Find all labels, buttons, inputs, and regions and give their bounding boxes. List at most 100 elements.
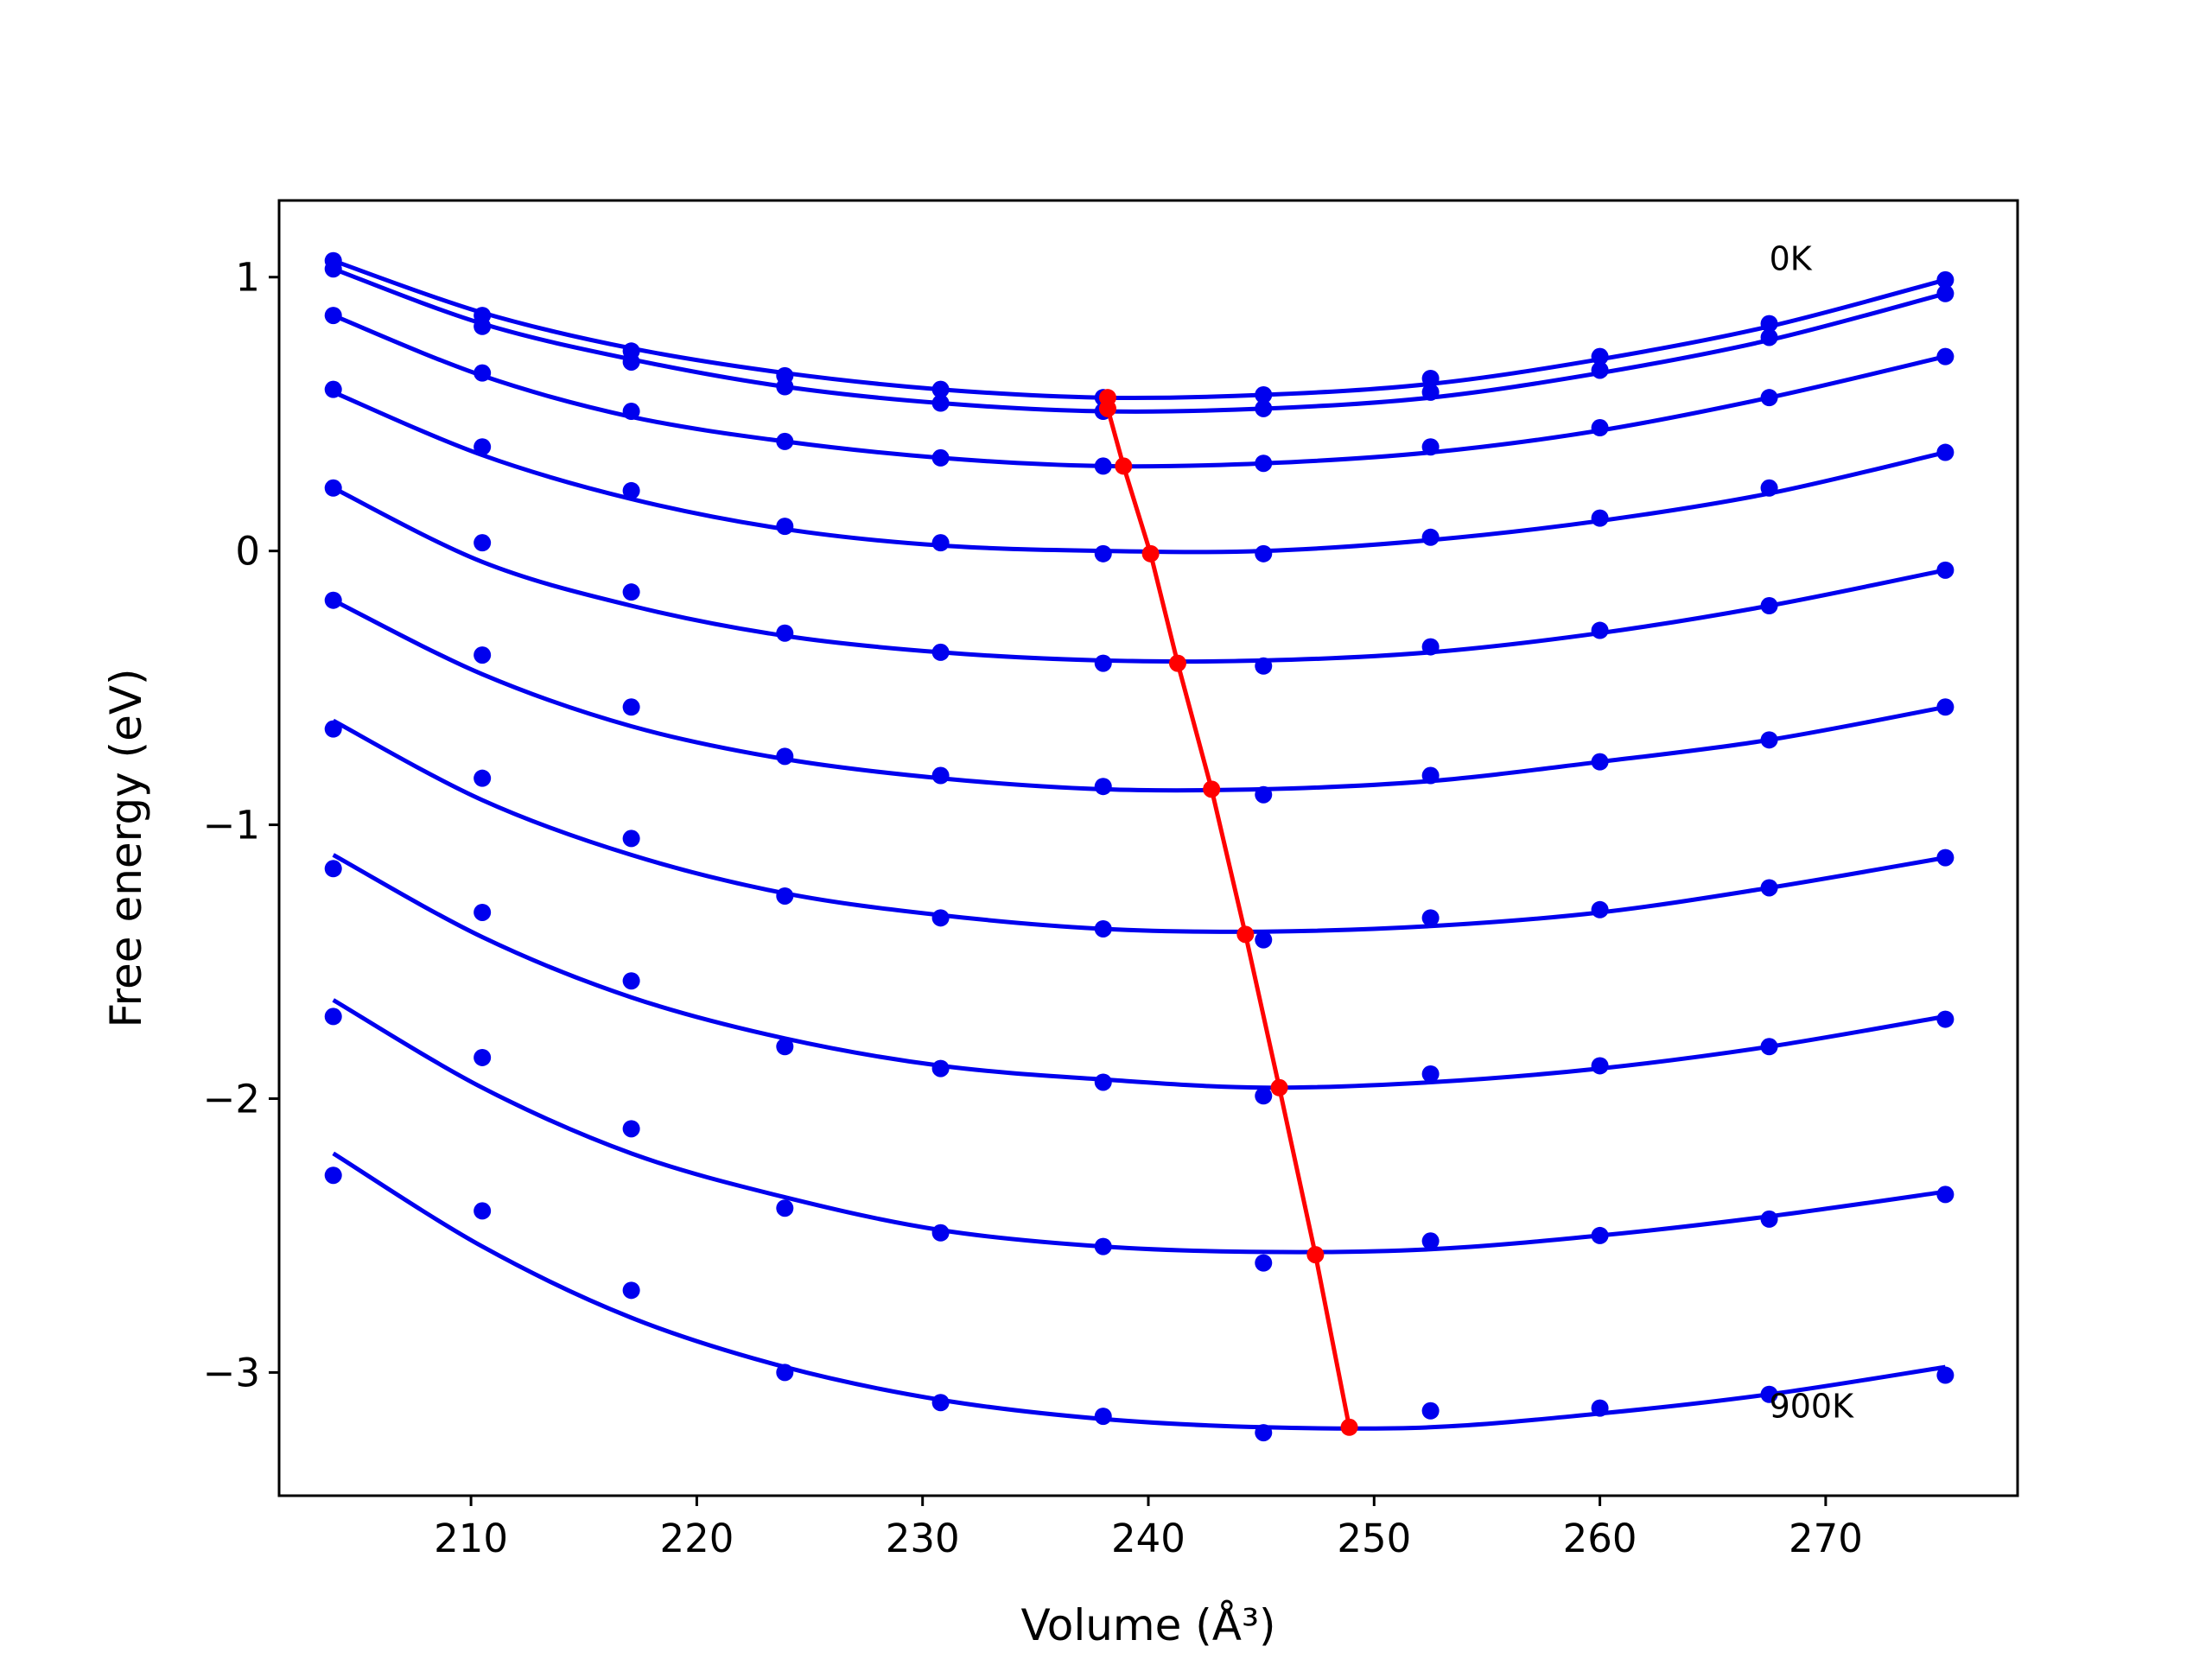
series-8-point: [1936, 1185, 1955, 1204]
series-5-point: [776, 747, 794, 766]
series-9-point: [1094, 1408, 1112, 1426]
y-tick-label: −2: [203, 1076, 260, 1122]
series-1-point: [1255, 399, 1273, 417]
series-2-point: [1421, 438, 1440, 456]
minimum-path-point: [1306, 1246, 1325, 1264]
y-tick-label: 0: [235, 529, 260, 575]
series-1-point: [622, 353, 640, 371]
series-4-point: [1094, 654, 1112, 672]
series-4-point: [622, 583, 640, 601]
series-0-point: [1591, 347, 1609, 365]
series-9-point: [622, 1281, 640, 1300]
series-4-point: [1760, 597, 1778, 615]
series-2-point: [776, 432, 794, 450]
series-8-point: [1760, 1210, 1778, 1228]
x-tick-label: 230: [886, 1516, 960, 1561]
annotation-label: 900K: [1770, 1387, 1855, 1425]
series-5-point: [931, 766, 950, 785]
series-7-point: [1421, 1065, 1440, 1083]
series-8-point: [776, 1199, 794, 1217]
series-2-point: [1760, 389, 1778, 407]
minimum-path-point: [1098, 399, 1116, 417]
series-6-point: [1591, 900, 1609, 918]
series-2-point: [324, 307, 342, 325]
minimum-path-point: [1236, 925, 1255, 944]
series-2-point: [622, 403, 640, 421]
series-1-point: [1591, 361, 1609, 379]
series-7-point: [622, 972, 640, 990]
series-2-point: [1255, 454, 1273, 473]
series-5-point: [1094, 778, 1112, 796]
x-tick-label: 250: [1337, 1516, 1411, 1561]
series-8-point: [324, 1007, 342, 1026]
series-5-point: [622, 698, 640, 716]
series-8-point: [1255, 1254, 1273, 1272]
series-6-point: [1421, 909, 1440, 927]
series-8-point: [474, 1048, 492, 1066]
y-tick-label: −1: [203, 803, 260, 849]
x-tick-label: 240: [1111, 1516, 1185, 1561]
series-9-point: [1255, 1424, 1273, 1442]
series-5-point: [1936, 698, 1955, 716]
series-2-point: [1936, 347, 1955, 365]
axes: 210 220 230 240 250 260 270 −3 −2 −1 0 1: [203, 255, 1863, 1561]
series-4-point: [776, 624, 794, 642]
series-4-point: [1255, 657, 1273, 675]
y-tick-label: −3: [203, 1350, 260, 1395]
series-0-point: [1255, 386, 1273, 404]
y-axis-label: Free energy (eV): [101, 668, 151, 1027]
series-3-point: [931, 534, 950, 552]
series-0-point: [1760, 315, 1778, 333]
series-6-point: [324, 720, 342, 738]
series-4-point: [931, 643, 950, 661]
series-3-point: [776, 518, 794, 536]
series-7-point: [776, 1038, 794, 1056]
minimum-path-point: [1203, 780, 1221, 798]
series-5-point: [1591, 753, 1609, 771]
series-5-point: [474, 646, 492, 664]
series-5-point: [1255, 785, 1273, 804]
series-6-point: [1094, 919, 1112, 938]
series-3-point: [1760, 479, 1778, 497]
series-0-point: [1936, 270, 1955, 289]
x-axis-label: Volume (Å³): [1020, 1600, 1275, 1650]
series-6-point: [622, 830, 640, 848]
series-9-point: [1421, 1402, 1440, 1420]
x-tick-label: 220: [659, 1516, 734, 1561]
series-2-point: [474, 364, 492, 382]
series-7-point: [1591, 1057, 1609, 1075]
series-3-point: [1094, 544, 1112, 563]
minimum-path-point: [1168, 654, 1186, 672]
series-3-point: [324, 380, 342, 398]
series-9-point: [931, 1394, 950, 1412]
annotations: 0K 900K: [1770, 240, 1855, 1426]
x-tick-label: 260: [1563, 1516, 1637, 1561]
minimum-path-point: [1141, 544, 1160, 563]
series-4-point: [324, 479, 342, 497]
series-3-point: [1591, 509, 1609, 527]
series-3-point: [1421, 528, 1440, 546]
series-3-point: [474, 438, 492, 456]
minimum-path-point: [1340, 1418, 1358, 1436]
series-1-point: [776, 378, 794, 396]
series-4-point: [1591, 621, 1609, 639]
series-5-point: [1760, 731, 1778, 749]
series-1-point: [1760, 328, 1778, 346]
series-1-point: [1936, 284, 1955, 302]
series-8-point: [1591, 1226, 1609, 1244]
series-7-point: [1760, 1038, 1778, 1056]
minimum-path-line: [1105, 397, 1352, 1428]
series-9-point: [1591, 1399, 1609, 1417]
series-8-point: [622, 1120, 640, 1138]
series-6-point: [1936, 849, 1955, 867]
series-3-point: [1936, 443, 1955, 461]
x-tick-label: 270: [1789, 1516, 1863, 1561]
series-6-point: [1255, 931, 1273, 949]
series-8-point: [1094, 1237, 1112, 1255]
series-1-point: [1421, 383, 1440, 401]
series-7-point: [324, 860, 342, 878]
series-6-point: [1760, 879, 1778, 897]
series-7-point: [1936, 1010, 1955, 1028]
series-3-point: [622, 481, 640, 499]
